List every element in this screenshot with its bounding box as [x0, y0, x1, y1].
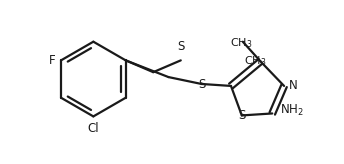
Text: Cl: Cl — [87, 122, 99, 135]
Text: CH$_3$: CH$_3$ — [229, 36, 252, 50]
Text: F: F — [49, 54, 55, 67]
Text: N: N — [289, 79, 298, 92]
Text: CH$_3$: CH$_3$ — [244, 54, 267, 68]
Text: NH$_2$: NH$_2$ — [280, 103, 304, 118]
Text: S: S — [177, 40, 184, 52]
Text: S: S — [198, 78, 205, 91]
Text: S: S — [238, 109, 246, 122]
